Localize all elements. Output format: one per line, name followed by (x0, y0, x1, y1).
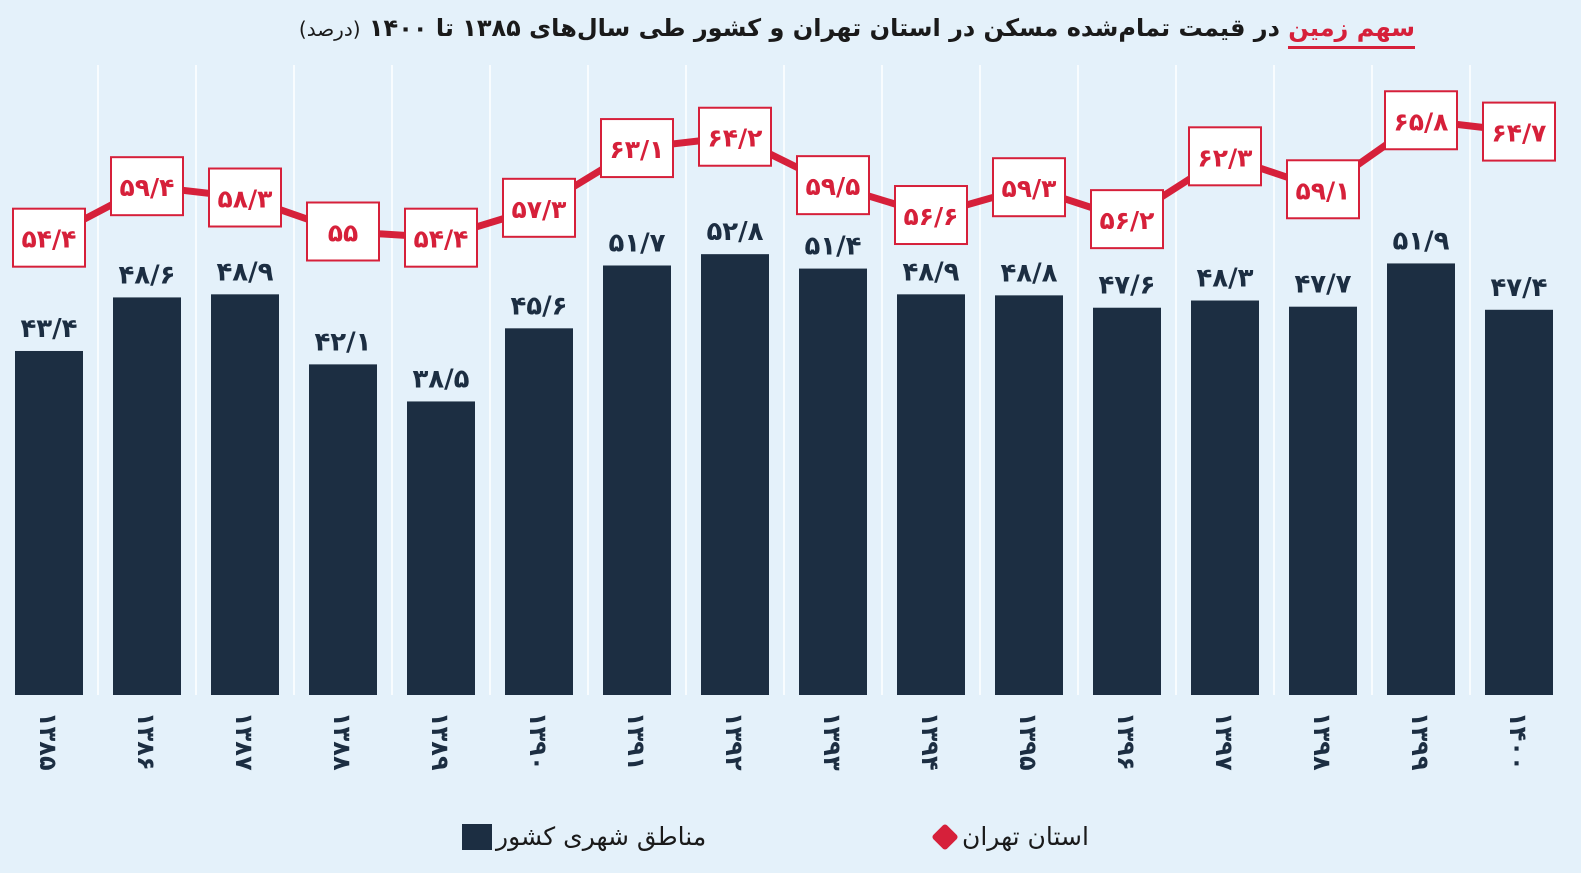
line-value-label: ۵۶/۲ (1100, 206, 1155, 235)
bar (113, 297, 181, 695)
bar-value-label: ۳۸/۵ (412, 364, 469, 394)
line-point-box (600, 118, 674, 179)
line-point-box (1482, 101, 1556, 162)
bar-value-label: ۵۲/۸ (706, 217, 763, 247)
line-point-box (796, 155, 870, 216)
bar-value-label: ۴۸/۸ (1000, 258, 1057, 288)
line-point-box (208, 167, 282, 228)
bar-value-label: ۴۸/۹ (902, 257, 959, 287)
year-tick-label: ۱۳۹۷ (1210, 712, 1238, 771)
legend-bar-swatch (462, 823, 492, 850)
title-text: در قیمت تمام‌شده مسکن در استان تهران و ک… (368, 14, 1280, 42)
bar (505, 328, 573, 695)
bar-value-label: ۴۷/۷ (1294, 270, 1351, 300)
year-tick-label: ۱۳۹۵ (1014, 712, 1042, 771)
line-point-box (306, 201, 380, 262)
bar (701, 254, 769, 695)
year-tick-label: ۱۳۹۳ (818, 712, 846, 771)
line-value-label: ۵۴/۴ (414, 225, 469, 254)
line-value-label: ۶۵/۸ (1394, 107, 1449, 136)
line-point-box (894, 185, 968, 246)
bar-value-label: ۴۷/۶ (1098, 271, 1155, 301)
line-point-box (110, 156, 184, 217)
bar (799, 268, 867, 695)
bar-value-label: ۵۱/۹ (1392, 226, 1449, 256)
year-tick-label: ۱۳۸۷ (230, 712, 258, 771)
year-tick-label: ۱۳۹۶ (1112, 712, 1140, 771)
line-point-box (1286, 159, 1360, 220)
line-point-box (12, 207, 86, 268)
bar-value-label: ۴۳/۴ (20, 314, 77, 344)
bar (603, 265, 671, 695)
line-value-label: ۵۹/۴ (120, 173, 175, 202)
line-point-box (698, 106, 772, 167)
bar-value-label: ۴۷/۴ (1490, 273, 1547, 303)
bar (1485, 309, 1553, 695)
bar (211, 294, 279, 695)
bar-value-label: ۵۱/۷ (608, 228, 665, 258)
year-tick-label: ۱۳۹۹ (1406, 712, 1434, 771)
bar-value-label: ۴۵/۶ (510, 291, 567, 321)
bar-value-label: ۴۸/۹ (216, 257, 273, 287)
bar (15, 350, 83, 695)
line-point-box (1090, 189, 1164, 250)
legend-line-label: استان تهران (962, 822, 1089, 851)
bar (407, 401, 475, 695)
year-tick-label: ۱۳۹۸ (1308, 712, 1336, 771)
bar (1289, 306, 1357, 695)
year-tick-label: ۱۳۸۵ (34, 712, 62, 771)
line-value-label: ۵۹/۵ (806, 172, 861, 201)
line-value-label: ۶۳/۱ (610, 135, 665, 164)
title-highlight: سهم زمین (1288, 14, 1415, 49)
line-value-label: ۶۲/۳ (1198, 143, 1253, 172)
bar-value-label: ۴۸/۳ (1196, 264, 1253, 294)
line-point-box (502, 177, 576, 238)
legend-line: استان تهران (931, 822, 1089, 851)
bar (897, 294, 965, 695)
bar (1093, 307, 1161, 695)
bar-value-label: ۴۲/۱ (314, 327, 371, 357)
line-value-label: ۵۵ (328, 219, 359, 248)
year-tick-label: ۱۴۰۰ (1504, 712, 1532, 771)
year-tick-label: ۱۳۸۸ (328, 712, 356, 771)
year-tick-label: ۱۳۹۲ (720, 712, 748, 771)
title-unit: (درصد) (298, 17, 361, 41)
legend-bar: مناطق شهری کشور (462, 822, 706, 851)
line-point-box (992, 157, 1066, 218)
year-tick-label: ۱۳۸۹ (426, 712, 454, 771)
year-tick-label: ۱۳۸۶ (132, 712, 160, 771)
bar (1191, 300, 1259, 695)
year-tick-label: ۱۳۹۱ (622, 712, 650, 771)
line-point-box (404, 207, 478, 268)
bar (309, 364, 377, 695)
line-value-label: ۵۹/۳ (1002, 174, 1057, 203)
bar (995, 295, 1063, 695)
bar-value-label: ۵۱/۴ (804, 232, 861, 262)
line-value-label: ۶۴/۷ (1492, 119, 1547, 148)
line-value-label: ۵۴/۴ (22, 225, 77, 254)
line-point-box (1384, 90, 1458, 151)
line-value-label: ۶۴/۲ (708, 124, 763, 153)
year-tick-label: ۱۳۹۴ (916, 712, 944, 771)
legend-line-marker (931, 822, 959, 851)
line-value-label: ۵۸/۳ (218, 185, 273, 214)
line-value-label: ۵۶/۶ (904, 202, 959, 231)
bar (1387, 263, 1455, 695)
legend-bar-label: مناطق شهری کشور (496, 822, 707, 851)
line-value-label: ۵۷/۳ (512, 195, 567, 224)
line-point-box (1188, 126, 1262, 187)
line-value-label: ۵۹/۱ (1296, 176, 1351, 205)
bar-value-label: ۴۸/۶ (118, 260, 175, 290)
chart-title: سهم زمین در قیمت تمام‌شده مسکن در استان … (150, 14, 1415, 49)
line-series (47, 116, 1520, 242)
year-tick-label: ۱۳۹۰ (524, 712, 552, 771)
